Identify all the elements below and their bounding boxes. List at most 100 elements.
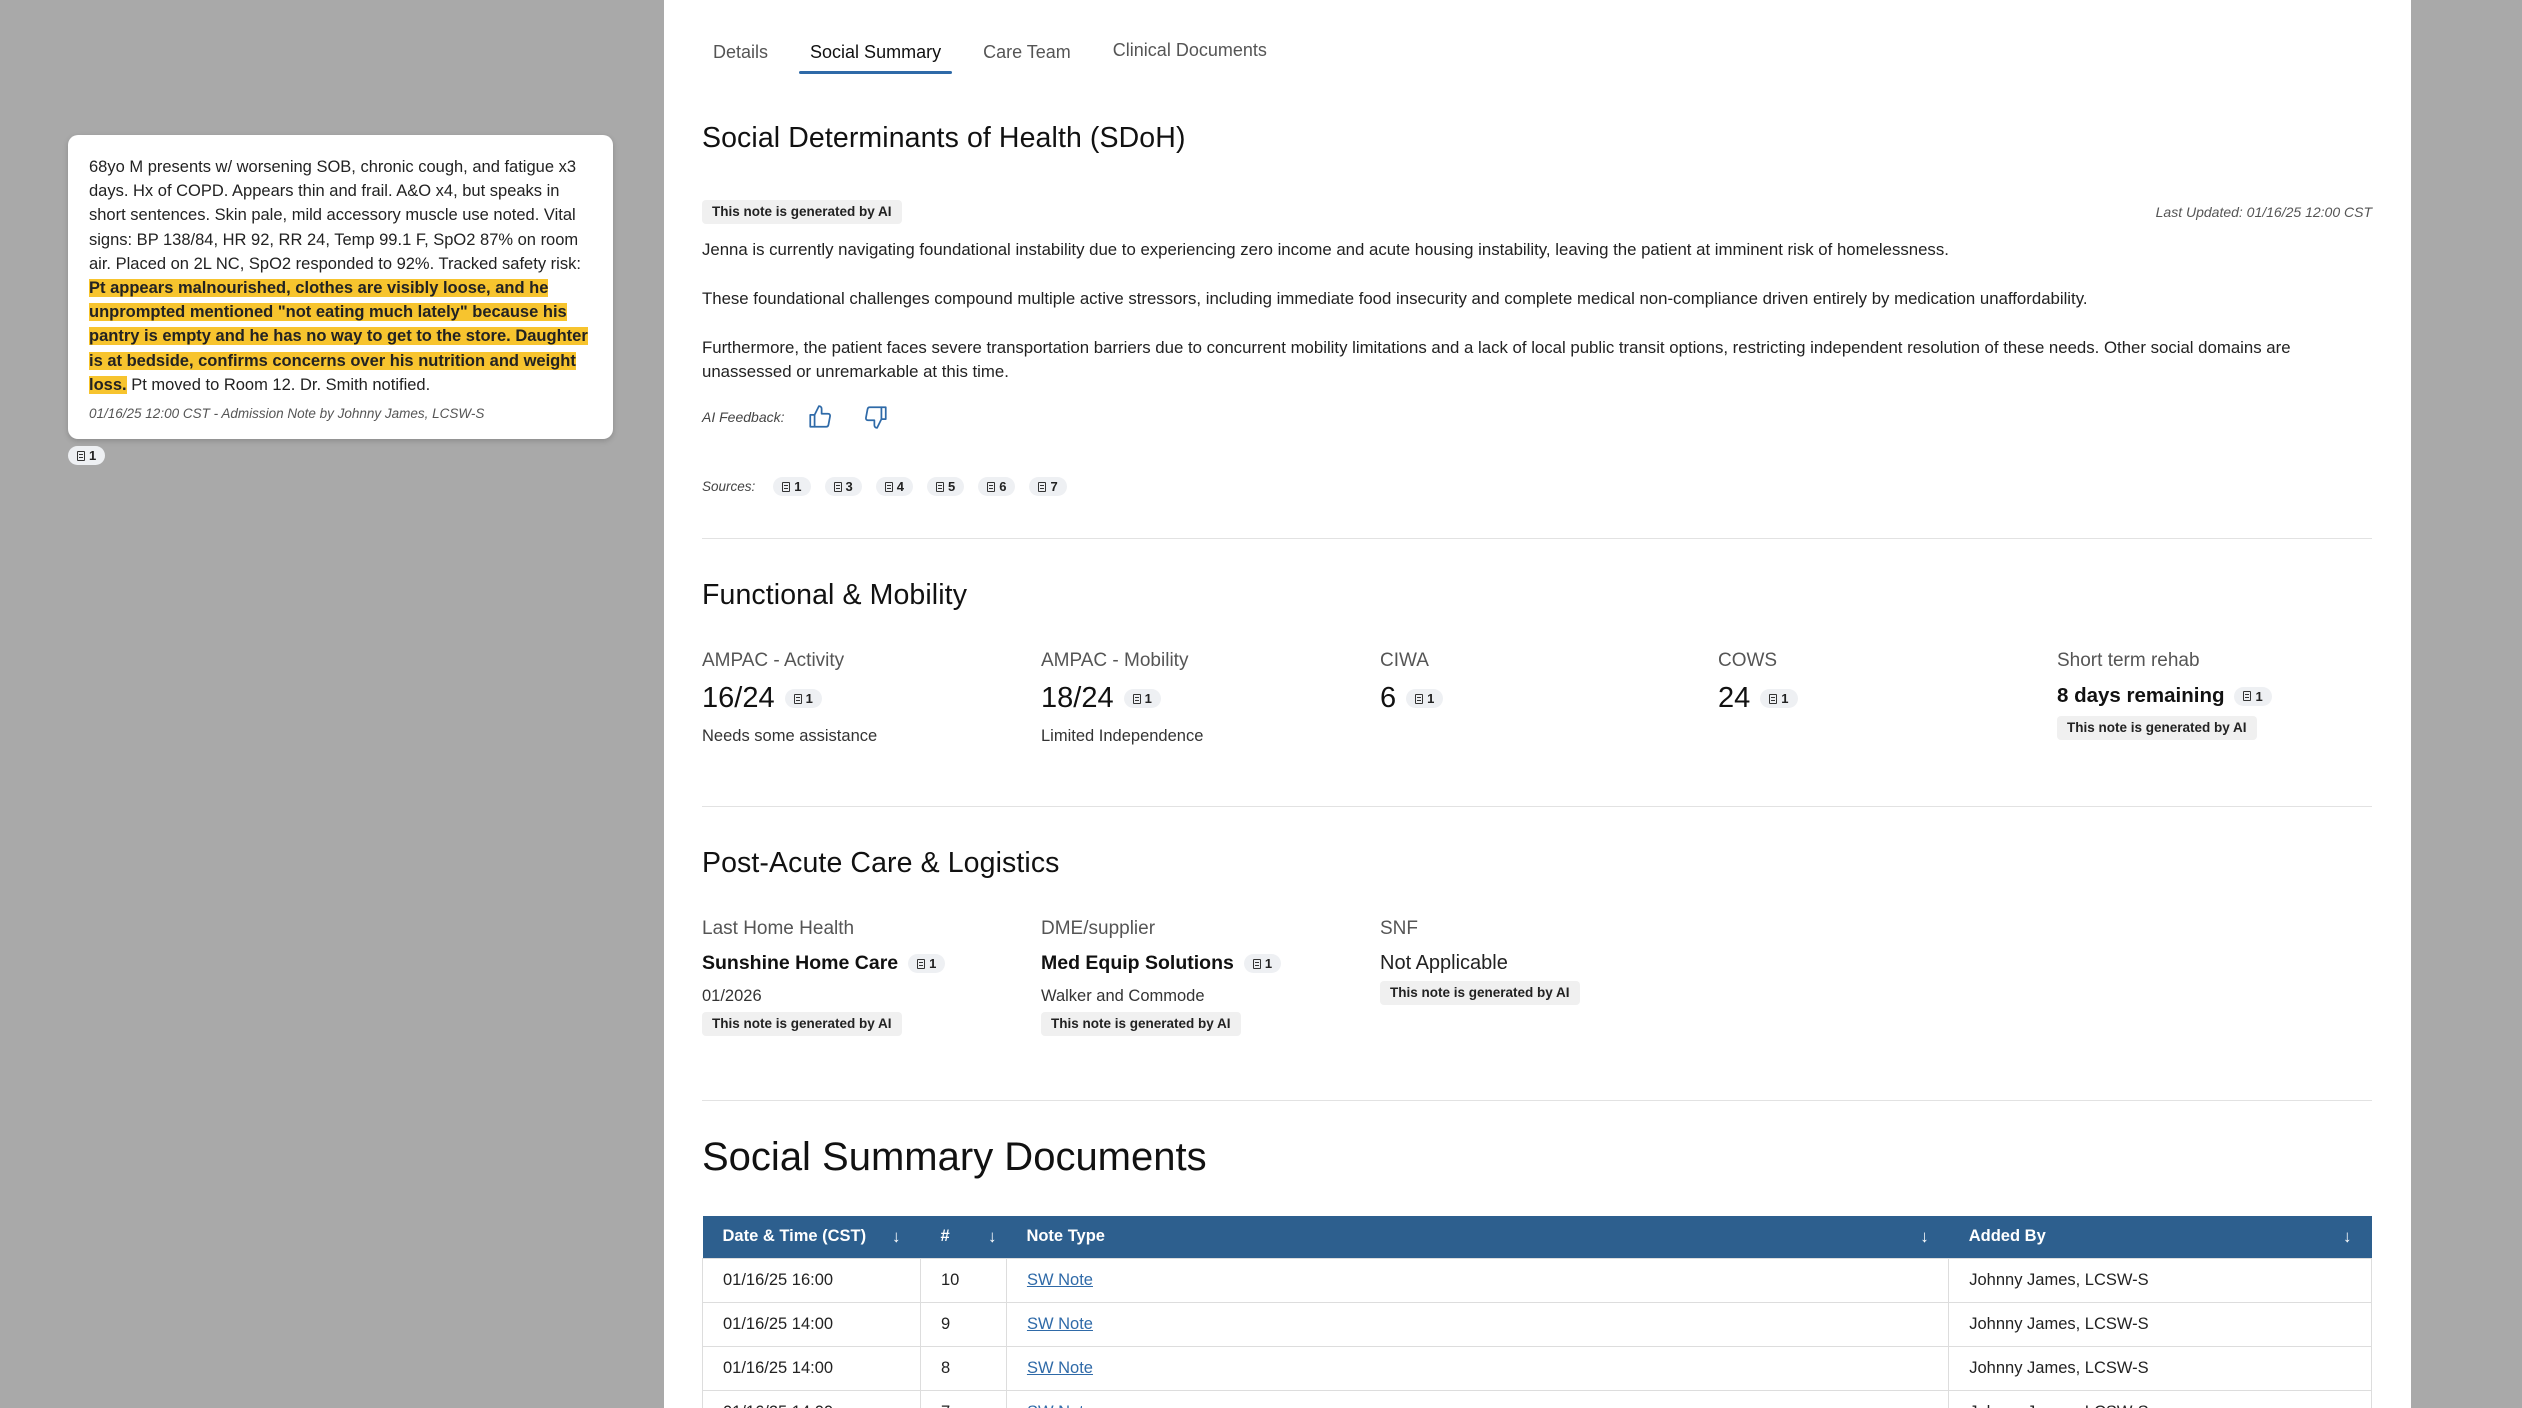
post-acute-home-health: Last Home Health Sunshine Home Care 1 01… [702, 918, 946, 1036]
chip-label: 7 [1050, 479, 1058, 494]
note-type-link[interactable]: SW Note [1026, 1271, 1093, 1289]
cell-added-by: Johnny James, LCSW-S [1948, 1390, 2372, 1408]
sort-arrow-icon[interactable]: ↓ [1920, 1227, 1929, 1246]
section-divider [702, 806, 2372, 807]
column-header-added-by[interactable]: Added By ↓ [1948, 1216, 2372, 1259]
source-chip[interactable]: 1 [1243, 954, 1282, 973]
chip-label: 1 [805, 691, 813, 706]
source-chip[interactable]: 7 [1029, 477, 1067, 496]
source-chip[interactable]: 1 [68, 446, 106, 465]
source-chip[interactable]: 1 [1760, 689, 1798, 708]
metric-cows: COWS 24 1 [1718, 650, 1798, 715]
column-header-note-type[interactable]: Note Type ↓ [1006, 1216, 1949, 1259]
column-label: Note Type [1026, 1227, 1105, 1245]
document-icon [1415, 693, 1424, 704]
ai-generated-badge: This note is generated by AI [1380, 981, 1580, 1005]
cell-number: 10 [919, 1258, 1007, 1303]
source-chip[interactable]: 1 [908, 954, 946, 973]
source-chip[interactable]: 1 [1123, 689, 1161, 708]
note-type-link[interactable]: SW Note [1026, 1315, 1093, 1333]
metric-value-row: 24 1 [1718, 682, 1798, 715]
chip-label: 4 [896, 479, 904, 494]
cell-note-type: SW Note [1005, 1346, 1950, 1391]
document-icon [833, 481, 842, 492]
chip-label: 1 [1427, 691, 1435, 706]
source-chip[interactable]: 5 [926, 477, 965, 496]
post-acute-dme-supplier: DME/supplier Med Equip Solutions 1 Walke… [1041, 918, 1282, 1036]
chip-label: 6 [999, 479, 1007, 494]
ai-generated-badge: This note is generated by AI [702, 1012, 902, 1036]
tab-details[interactable]: Details [713, 42, 769, 62]
source-note-card: 68yo M presents w/ worsening SOB, chroni… [68, 135, 613, 440]
tab-social-summary[interactable]: Social Summary [799, 30, 953, 74]
column-label: Added By [1968, 1227, 2046, 1245]
document-icon [884, 481, 893, 492]
tab-care-team[interactable]: Care Team [983, 42, 1071, 62]
document-icon [1038, 481, 1047, 492]
source-chip[interactable]: 1 [784, 689, 822, 708]
chip-label: 1 [89, 448, 97, 463]
note-meta: 01/16/25 12:00 CST - Admission Note by J… [89, 406, 485, 422]
source-chip[interactable]: 1 [1406, 689, 1444, 708]
tab-bar: Details Social Summary Care Team Clinica… [702, 30, 1298, 74]
documents-title: Social Summary Documents [702, 1135, 1207, 1179]
sdoh-paragraph-2: These foundational challenges compound m… [702, 289, 2088, 308]
document-icon [793, 693, 802, 704]
document-icon [1252, 958, 1261, 969]
thumbs-down-icon[interactable] [863, 404, 889, 430]
table-header-row: Date & Time (CST) ↓ # ↓ Note Type ↓ Added B… [702, 1216, 2372, 1259]
field-detail: 01/2026 [702, 987, 762, 1005]
metric-label: AMPAC - Mobility [1041, 650, 1189, 671]
field-value-row: Sunshine Home Care 1 [702, 952, 946, 975]
chip-label: 1 [929, 956, 937, 971]
document-icon [782, 481, 791, 492]
sources-row: Sources: 1 3 4 5 6 7 [702, 477, 2372, 496]
sort-arrow-icon[interactable]: ↓ [987, 1227, 997, 1246]
source-chip[interactable]: 3 [824, 477, 862, 496]
metric-value-row: 18/24 1 [1041, 682, 1203, 715]
source-chip[interactable]: 1 [2234, 686, 2272, 706]
field-value-row: Med Equip Solutions 1 [1041, 952, 1282, 975]
tab-clinical-documents[interactable]: Clinical Documents [1112, 40, 1267, 60]
note-type-link[interactable]: SW Note [1027, 1403, 1093, 1408]
metric-short-term-rehab: Short term rehab 8 days remaining 1 This… [2057, 650, 2272, 740]
column-header-number[interactable]: # ↓ [920, 1216, 1007, 1259]
note-text-after: Pt moved to Room 12. Dr. Smith notified. [131, 375, 431, 394]
table-row: 01/16/25 16:00 10 SW Note Johnny James, … [702, 1258, 2372, 1303]
cell-note-type: SW Note [1005, 1258, 1950, 1303]
document-icon [935, 481, 944, 492]
post-acute-snf: SNF Not Applicable This note is generate… [1380, 918, 1580, 1005]
metric-value-row: 16/24 1 [702, 682, 877, 715]
source-chip[interactable]: 1 [773, 477, 811, 496]
metric-ciwa: CIWA 6 1 [1380, 650, 1444, 715]
sort-arrow-icon[interactable]: ↓ [891, 1227, 901, 1246]
chip-label: 1 [794, 479, 802, 494]
source-chip[interactable]: 6 [978, 477, 1016, 496]
cell-number: 8 [919, 1346, 1007, 1391]
sort-arrow-icon[interactable]: ↓ [2343, 1227, 2352, 1246]
column-label: Date & Time (CST) [722, 1227, 867, 1245]
sources-label: Sources: [702, 479, 756, 494]
cell-note-type: SW Note [1005, 1302, 1950, 1347]
document-icon [2243, 691, 2252, 701]
chip-label: 1 [1264, 956, 1273, 971]
table-row: 01/16/25 14:00 8 SW Note Johnny James, L… [702, 1346, 2372, 1391]
thumbs-up-icon[interactable] [807, 404, 833, 430]
field-label: DME/supplier [1041, 918, 1156, 939]
table-row: 01/16/25 14:00 9 SW Note Johnny James, L… [702, 1302, 2372, 1347]
document-icon [917, 958, 926, 969]
field-label: SNF [1380, 918, 1418, 939]
metric-ampac-mobility: AMPAC - Mobility 18/24 1 Limited Indepen… [1041, 650, 1203, 746]
ai-generated-badge: This note is generated by AI [1041, 1012, 1241, 1036]
cell-date: 01/16/25 16:00 [702, 1258, 921, 1303]
field-detail: Walker and Commode [1041, 987, 1205, 1005]
last-updated: Last Updated: 01/16/25 12:00 CST [2155, 204, 2372, 220]
sdoh-title: Social Determinants of Health (SDoH) [702, 122, 1186, 154]
metric-value: 6 [1380, 682, 1397, 714]
chip-label: 1 [1781, 691, 1789, 706]
note-type-link[interactable]: SW Note [1026, 1359, 1093, 1377]
column-header-date[interactable]: Date & Time (CST) ↓ [702, 1216, 921, 1259]
source-chip[interactable]: 4 [875, 477, 913, 496]
chip-label: 1 [2255, 688, 2263, 704]
note-text: 68yo M presents w/ worsening SOB, chroni… [89, 158, 581, 273]
